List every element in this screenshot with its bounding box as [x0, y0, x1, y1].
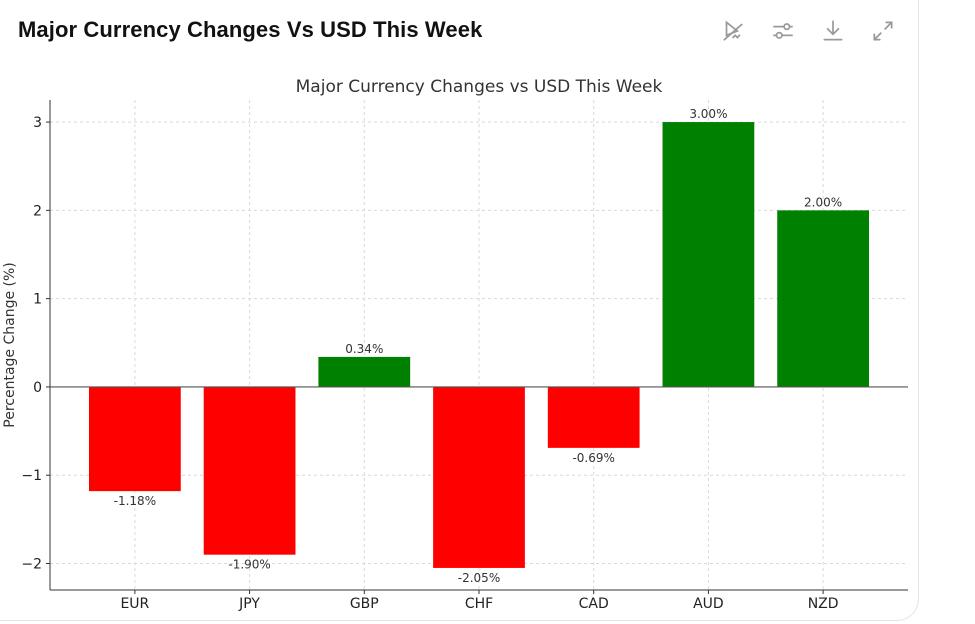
interactive-toggle-icon[interactable] [720, 18, 746, 44]
chart-card [0, 0, 919, 621]
expand-icon[interactable] [870, 18, 896, 44]
download-icon[interactable] [820, 18, 846, 44]
page-title: Major Currency Changes Vs USD This Week [18, 17, 483, 42]
toolbar [720, 18, 896, 44]
sliders-icon[interactable] [770, 18, 796, 44]
